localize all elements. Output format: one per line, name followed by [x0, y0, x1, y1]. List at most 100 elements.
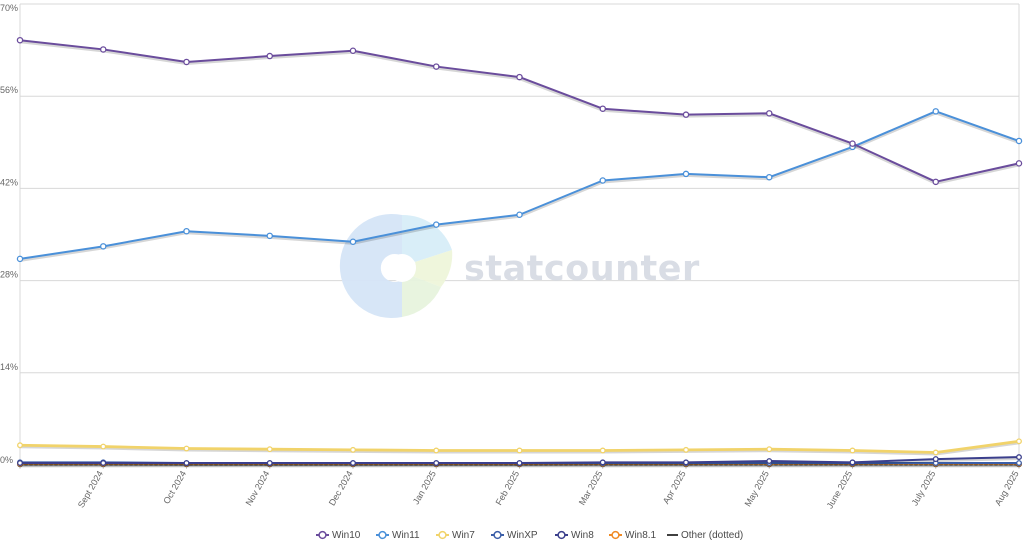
legend-label: Win10 [332, 530, 361, 541]
legend-item-win8[interactable]: Win8 [555, 530, 594, 541]
data-point-win10 [100, 46, 107, 53]
y-tick-label: 42% [0, 177, 18, 187]
data-point-win11 [599, 177, 607, 184]
series-win10 [16, 36, 1023, 186]
legend-item-winxp[interactable]: WinXP [491, 530, 538, 541]
data-point-win11 [766, 173, 773, 181]
data-point-win7 [266, 446, 273, 453]
data-point-win8 [183, 460, 190, 466]
watermark-segment [402, 214, 452, 262]
legend-marker-point [438, 530, 447, 540]
data-point-win8 [266, 460, 273, 466]
gridlines: 0% 14% 28% 42% 56% 70% [0, 3, 1020, 466]
legend-item-other-dotted[interactable]: Other (dotted) [667, 530, 743, 541]
data-point-win7 [932, 449, 939, 456]
x-tick-label: Aug 2025 [993, 469, 1021, 507]
legend-label: Other (dotted) [681, 530, 743, 541]
data-point-win8 [766, 458, 773, 464]
y-tick-label: 28% [0, 270, 18, 280]
series-win8 [17, 454, 1022, 467]
data-point-win11 [100, 243, 107, 250]
legend-marker-point [493, 530, 502, 540]
legend-marker-point [378, 530, 387, 540]
data-point-win10 [266, 52, 273, 60]
series-win11 [16, 108, 1023, 263]
data-point-win10 [599, 105, 607, 112]
watermark-segment [402, 276, 441, 317]
data-point-win10 [766, 110, 773, 117]
x-tick-label: Dec 2024 [327, 469, 355, 507]
x-ticks: Sept 2024 Oct 2024 Nov 2024 Dec 2024 Jan 202… [19, 465, 1021, 510]
data-point-win11 [183, 227, 190, 235]
legend-item-win8-1[interactable]: Win8.1 [609, 530, 657, 541]
y-tick-label: 14% [0, 362, 18, 372]
x-tick-label: Oct 2024 [161, 469, 188, 506]
x-tick-label: Apr 2025 [661, 469, 688, 506]
data-point-win11 [516, 211, 523, 218]
data-point-win7 [433, 447, 440, 454]
legend-marker-point [611, 530, 620, 540]
data-point-win8 [350, 460, 356, 466]
data-point-win11 [16, 255, 24, 263]
watermark-segment [412, 250, 453, 287]
data-point-win10 [432, 63, 440, 70]
data-point-win11 [932, 108, 940, 115]
legend-item-win10[interactable]: Win10 [316, 530, 361, 541]
y-tick-label: 56% [0, 85, 18, 95]
data-point-win10 [849, 140, 856, 147]
y-tick-label: 70% [0, 3, 18, 13]
legend-label: Win11 [392, 530, 420, 541]
data-point-win10 [183, 58, 190, 66]
data-point-win7 [1016, 438, 1022, 445]
data-point-win7 [599, 447, 606, 454]
data-point-win7 [17, 442, 23, 449]
series-shadow [18, 40, 1021, 185]
data-point-win11 [682, 170, 690, 178]
watermark-text: statcounter [464, 249, 700, 289]
x-tick-label: Feb 2025 [494, 469, 522, 507]
data-point-win8 [433, 460, 440, 466]
data-point-win11 [266, 232, 273, 240]
legend: Win10 Win11 Win7 WinXP Win8 Win8.1 Other (dott… [316, 530, 743, 541]
x-tick-label: Sept 2024 [76, 469, 105, 510]
x-tick-label: July 2025 [910, 469, 938, 507]
series-win7 [17, 438, 1022, 456]
x-tick-label: Nov 2024 [244, 469, 272, 507]
data-point-win10 [349, 47, 357, 55]
data-point-win7 [100, 443, 107, 450]
x-tick-label: Jan 2025 [411, 469, 438, 506]
watermark-center [388, 254, 416, 282]
legend-label: WinXP [507, 530, 538, 541]
data-point-win7 [183, 445, 190, 452]
legend-marker-point [318, 530, 327, 540]
series-shadow [18, 111, 1021, 262]
y-tick-label: 0% [0, 455, 13, 465]
legend-label: Win7 [452, 530, 475, 541]
legend-marker-point [557, 530, 566, 540]
data-point-win8 [849, 459, 856, 466]
data-point-winxp [1016, 460, 1022, 466]
data-point-win10 [682, 111, 690, 118]
data-point-win8 [17, 460, 23, 466]
statcounter-watermark: statcounter [339, 214, 700, 319]
data-point-win8 [1016, 454, 1022, 461]
data-point-win11 [1015, 137, 1023, 145]
data-point-win7 [350, 446, 356, 453]
data-point-win8 [683, 459, 689, 466]
data-point-win7 [849, 447, 856, 454]
x-tick-label: May 2025 [743, 469, 771, 508]
data-point-win11 [349, 238, 357, 245]
data-point-win7 [683, 446, 689, 453]
legend-item-win7[interactable]: Win7 [436, 530, 475, 541]
legend-item-win11[interactable]: Win11 [376, 530, 420, 541]
legend-label: Win8 [571, 530, 594, 541]
data-point-win8 [932, 456, 939, 463]
data-point-win7 [516, 447, 523, 454]
data-point-win8 [516, 460, 523, 466]
data-point-win7 [766, 446, 773, 453]
x-tick-label: Mar 2025 [577, 469, 605, 507]
x-tick-label: June 2025 [825, 469, 855, 510]
data-point-win8 [599, 459, 606, 466]
data-point-win11 [432, 221, 440, 228]
